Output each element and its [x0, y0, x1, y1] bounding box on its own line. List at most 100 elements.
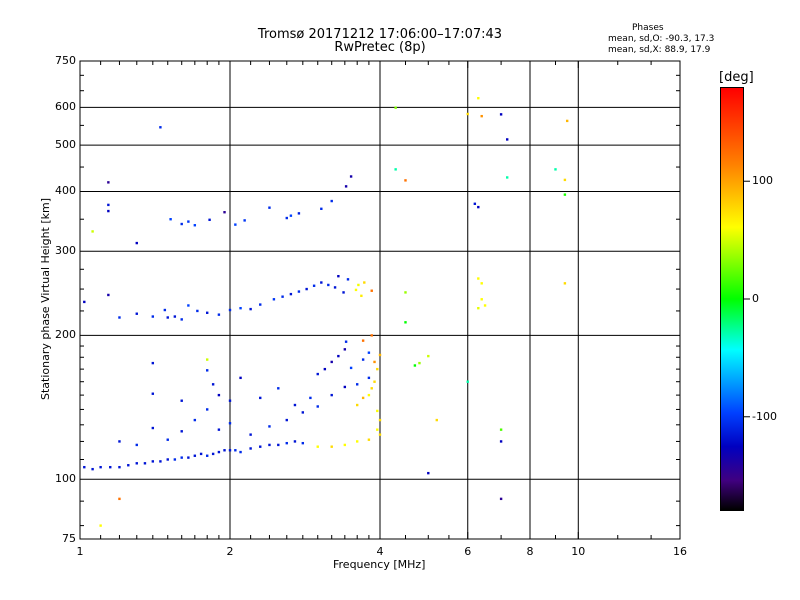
- data-point: [228, 399, 232, 402]
- data-point: [309, 396, 312, 400]
- data-point: [327, 283, 330, 287]
- data-point: [234, 449, 237, 452]
- phases-legend-title: Phases: [632, 23, 664, 33]
- data-point: [330, 199, 333, 203]
- data-point: [228, 449, 232, 452]
- data-point: [477, 96, 480, 100]
- chart-title: Tromsø 20171212 17:06:00–17:07:43: [257, 27, 503, 42]
- data-point: [109, 465, 112, 469]
- data-point: [342, 291, 345, 294]
- data-point: [217, 313, 221, 316]
- data-point: [301, 441, 305, 445]
- data-point: [173, 458, 177, 461]
- data-point: [281, 295, 284, 298]
- data-point: [208, 218, 211, 222]
- data-point: [473, 202, 477, 205]
- data-point: [272, 298, 276, 301]
- data-point: [293, 403, 297, 407]
- data-point: [205, 408, 209, 411]
- data-point: [427, 354, 430, 358]
- data-point: [312, 284, 316, 287]
- data-point: [118, 316, 121, 319]
- data-point: [199, 452, 203, 456]
- data-point: [563, 178, 567, 182]
- data-point: [343, 348, 347, 351]
- data-point: [135, 462, 138, 465]
- x-tick-label: 4: [376, 545, 384, 558]
- data-point: [477, 277, 480, 280]
- data-point: [234, 223, 237, 226]
- data-point: [466, 380, 469, 383]
- data-point: [376, 409, 379, 413]
- data-point: [205, 454, 209, 457]
- data-point: [107, 293, 110, 297]
- data-point: [107, 181, 110, 184]
- data-point: [361, 396, 365, 400]
- data-point: [239, 450, 242, 454]
- y-tick-label: 500: [55, 138, 76, 152]
- data-point: [187, 220, 190, 223]
- data-point: [301, 411, 305, 414]
- data-point: [320, 281, 323, 284]
- y-tick-label: 200: [55, 328, 76, 342]
- data-point: [259, 303, 262, 306]
- data-point: [151, 315, 155, 318]
- data-point: [151, 392, 155, 395]
- data-point: [376, 367, 379, 371]
- data-point: [483, 304, 487, 307]
- data-point: [151, 361, 155, 365]
- data-point: [135, 312, 138, 315]
- data-point: [297, 290, 301, 293]
- data-point: [367, 376, 371, 380]
- data-point: [151, 426, 155, 430]
- y-tick-label: 100: [55, 472, 76, 486]
- colorbar-tick-label: 0: [752, 292, 759, 305]
- data-point: [360, 294, 363, 298]
- data-point: [180, 222, 183, 226]
- data-point: [107, 209, 110, 213]
- x-tick-label: 2: [226, 545, 234, 558]
- phases-legend-o: mean, sd,O: -90.3, 17.3: [608, 34, 715, 44]
- data-point: [355, 403, 359, 407]
- x-axis-label: Frequency [MHz]: [333, 558, 426, 571]
- y-axis-label: Stationary phase Virtual Height [km]: [39, 197, 52, 400]
- data-point: [367, 438, 371, 441]
- data-point: [268, 425, 271, 428]
- data-point: [196, 309, 199, 313]
- data-point: [211, 452, 215, 456]
- data-point: [505, 138, 509, 141]
- data-point: [333, 286, 337, 289]
- data-point: [205, 311, 209, 314]
- data-point: [285, 216, 288, 220]
- data-point: [91, 467, 94, 471]
- data-point: [344, 340, 348, 343]
- data-point: [316, 372, 319, 376]
- data-point: [361, 339, 365, 342]
- y-tick-label: 750: [55, 54, 76, 67]
- x-tick-label: 1: [76, 545, 84, 558]
- data-point: [354, 288, 358, 292]
- data-point: [217, 450, 221, 454]
- data-point: [563, 282, 567, 285]
- data-point: [205, 358, 209, 361]
- data-point: [239, 376, 242, 380]
- data-point: [367, 351, 371, 354]
- data-point: [159, 460, 162, 463]
- data-point: [193, 454, 197, 457]
- data-point: [343, 385, 347, 389]
- data-point: [378, 418, 382, 422]
- data-point: [268, 443, 271, 447]
- data-point: [355, 383, 359, 386]
- y-tick-label: 300: [55, 244, 76, 258]
- data-point: [166, 316, 169, 319]
- data-point: [427, 471, 430, 475]
- data-point: [305, 287, 308, 291]
- data-point: [99, 465, 102, 469]
- data-point: [285, 441, 288, 445]
- data-point: [83, 300, 86, 304]
- data-point: [316, 405, 319, 408]
- data-point: [169, 218, 172, 221]
- data-point: [268, 206, 271, 209]
- phases-legend-x: mean, sd,X: 88.9, 17.9: [608, 45, 711, 55]
- data-point: [363, 281, 366, 284]
